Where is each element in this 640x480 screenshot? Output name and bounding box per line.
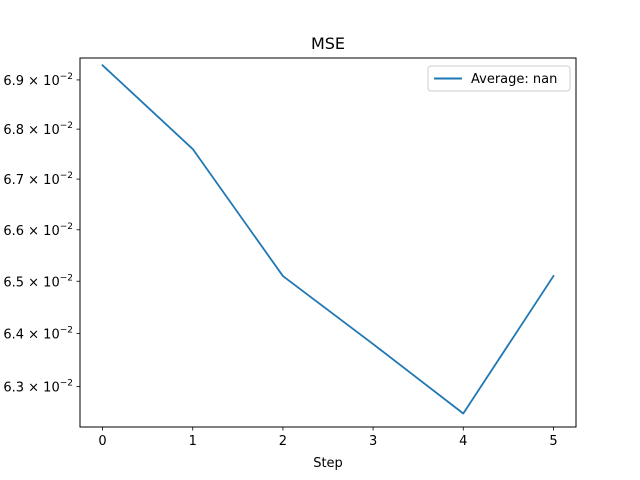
legend-box — [427, 65, 571, 92]
x-tick-label: 3 — [369, 434, 377, 449]
y-tick-label: 6.6 × 10−2 — [3, 222, 73, 239]
y-tick-label: 6.7 × 10−2 — [3, 171, 73, 188]
legend: Average: nan — [427, 65, 571, 92]
x-tick-label: 2 — [279, 434, 287, 449]
y-axis-ticks: 6.3 × 10−2 6.4 × 10−2 6.5 × 10−2 6.6 × 10−2… — [3, 72, 80, 396]
y-tick-label: 6.3 × 10−2 — [3, 379, 73, 396]
series-layer — [101, 64, 555, 415]
x-tick-label: 4 — [459, 434, 467, 449]
x-axis-title: Step — [313, 456, 343, 471]
y-tick-label: 6.9 × 10−2 — [3, 72, 73, 89]
plot-area-frame — [79, 57, 577, 428]
x-axis-ticks: 0 1 2 3 4 5 — [98, 427, 558, 449]
y-tick-label: 6.5 × 10−2 — [3, 273, 73, 290]
x-tick-label: 5 — [549, 434, 557, 449]
y-tick-label: 6.8 × 10−2 — [3, 121, 73, 138]
y-tick-label: 6.4 × 10−2 — [3, 326, 73, 343]
series-line — [101, 64, 555, 415]
legend-label: Average: nan — [471, 72, 557, 87]
chart-title: MSE — [311, 34, 345, 53]
x-tick-label: 1 — [189, 434, 197, 449]
x-tick-label: 0 — [98, 434, 106, 449]
